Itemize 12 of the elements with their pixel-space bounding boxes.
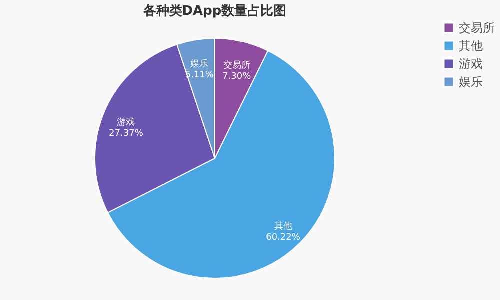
slice-label: 其他 xyxy=(274,220,292,232)
slice-label: 游戏 xyxy=(117,117,136,128)
data-label: 27.37% xyxy=(109,129,144,140)
legend-label: 游戏 xyxy=(459,57,483,71)
data-label: 60.22% xyxy=(266,232,301,243)
slice-label: 交易所 xyxy=(223,60,250,72)
legend-label: 娱乐 xyxy=(459,75,483,89)
slice-label: 娱乐 xyxy=(190,58,209,70)
legend-label: 交易所 xyxy=(459,21,495,35)
data-label: 7.30% xyxy=(222,72,252,82)
legend-label: 其他 xyxy=(459,39,483,53)
chart-title: 各种类DApp数量占比图 xyxy=(142,4,287,19)
